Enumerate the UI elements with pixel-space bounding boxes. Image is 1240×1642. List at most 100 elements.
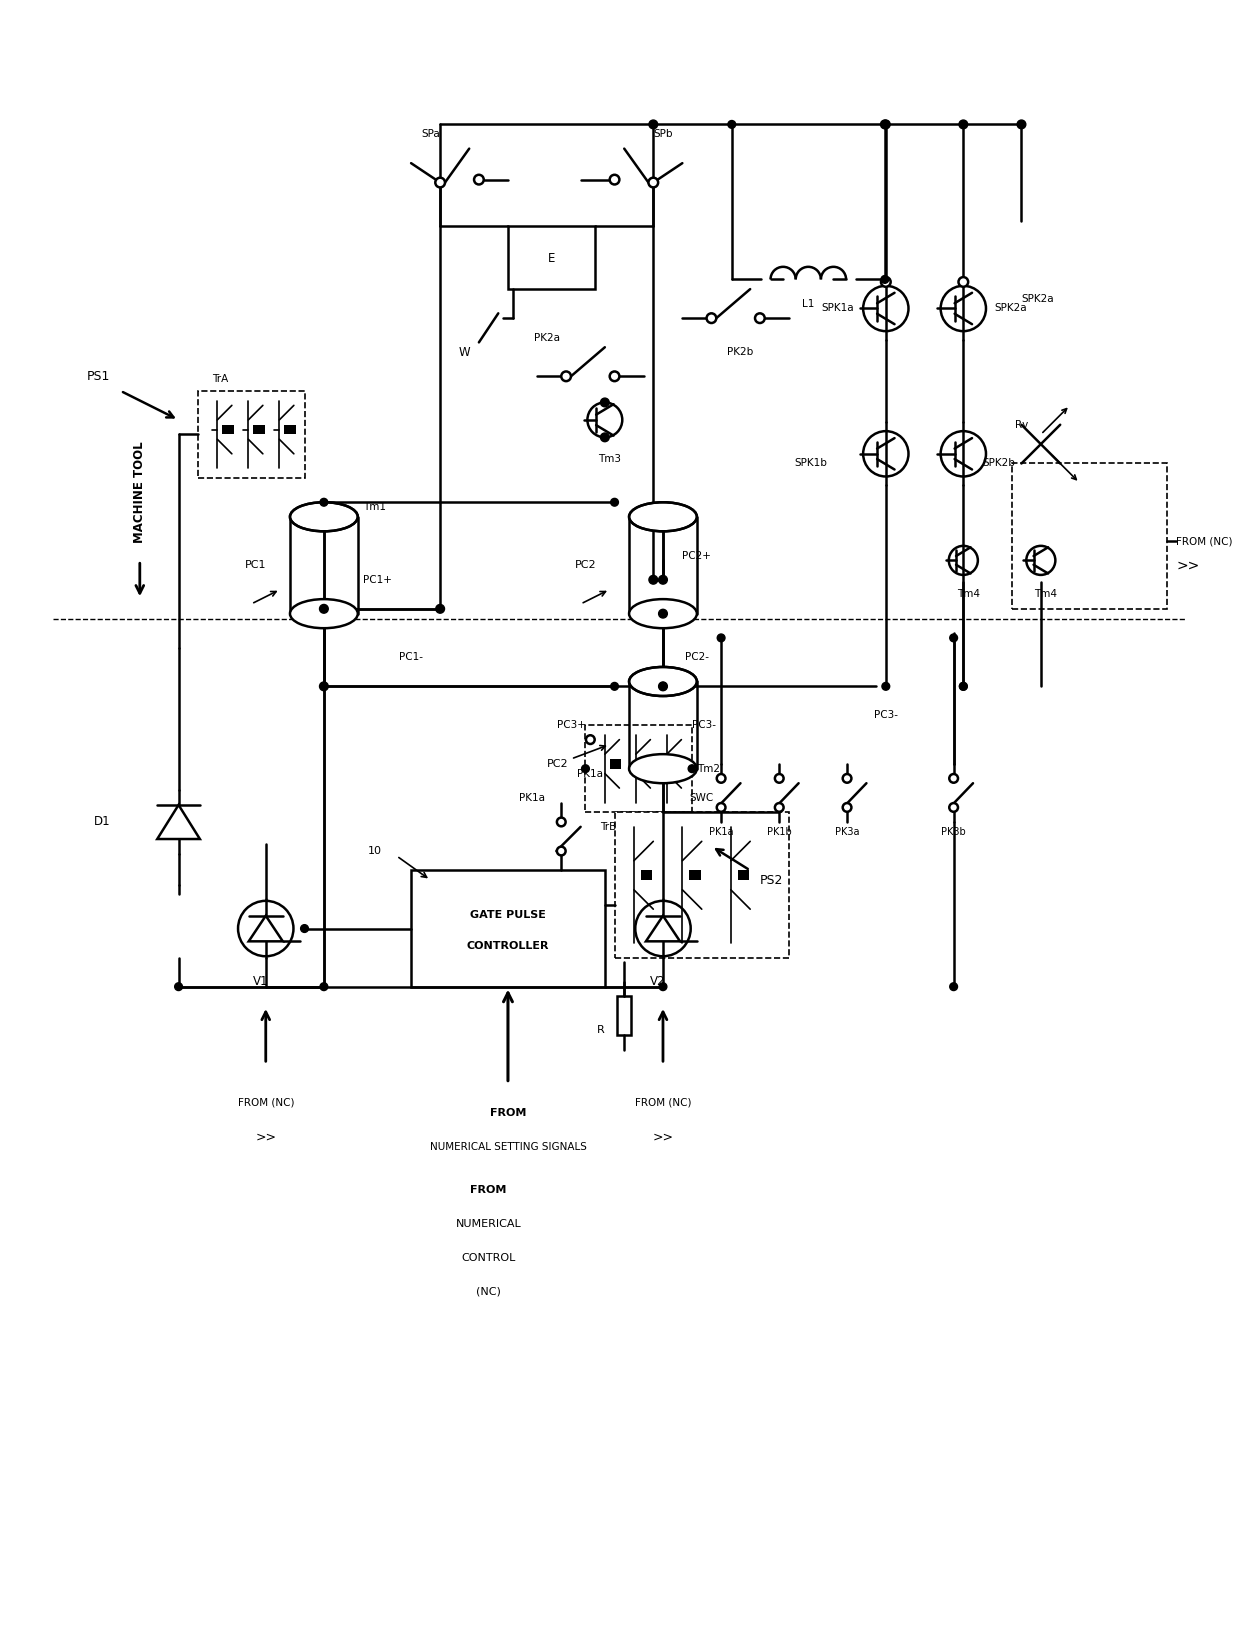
Text: W: W (459, 345, 470, 358)
Text: >>: >> (1177, 558, 1200, 571)
Bar (738, 870, 749, 880)
Bar (284, 425, 296, 435)
Text: SPa: SPa (422, 130, 440, 140)
Circle shape (717, 634, 725, 642)
Circle shape (882, 683, 889, 690)
Ellipse shape (629, 667, 697, 696)
Ellipse shape (290, 599, 358, 629)
Polygon shape (646, 916, 680, 941)
Circle shape (717, 803, 725, 811)
Circle shape (707, 314, 717, 323)
Text: PK1a: PK1a (709, 826, 733, 837)
Text: TrB: TrB (600, 821, 616, 832)
Circle shape (557, 847, 565, 855)
Text: Tm2: Tm2 (697, 764, 720, 773)
Text: GATE PULSE: GATE PULSE (470, 910, 546, 920)
Polygon shape (157, 805, 200, 839)
Circle shape (557, 818, 565, 826)
Circle shape (320, 681, 329, 691)
Text: E: E (548, 251, 556, 264)
Bar (1012, 463, 1167, 609)
Circle shape (950, 803, 959, 811)
Circle shape (610, 683, 619, 690)
Circle shape (959, 277, 968, 287)
Text: PK2b: PK2b (728, 346, 754, 356)
Circle shape (950, 984, 957, 990)
Text: L1: L1 (802, 299, 815, 309)
Bar (672, 759, 683, 768)
Circle shape (610, 499, 619, 506)
Text: FROM (NC): FROM (NC) (238, 1098, 294, 1108)
Ellipse shape (629, 502, 697, 532)
Circle shape (658, 609, 667, 617)
Circle shape (882, 120, 890, 128)
Circle shape (688, 765, 696, 772)
Circle shape (610, 371, 620, 381)
Circle shape (474, 174, 484, 184)
Bar (412, 870, 605, 987)
Circle shape (610, 174, 620, 184)
Circle shape (950, 634, 957, 642)
Circle shape (843, 803, 852, 811)
Circle shape (649, 575, 657, 585)
Text: PK2a: PK2a (533, 333, 559, 343)
Text: FROM (NC): FROM (NC) (1177, 535, 1233, 547)
Circle shape (600, 397, 609, 407)
Circle shape (660, 683, 667, 690)
Text: Tm4: Tm4 (957, 589, 980, 599)
Bar (615, 813, 789, 957)
Text: PK1a: PK1a (520, 793, 546, 803)
Circle shape (880, 120, 889, 128)
Ellipse shape (290, 502, 358, 532)
Circle shape (775, 773, 784, 783)
Circle shape (1017, 120, 1025, 128)
Circle shape (775, 803, 784, 811)
Text: V2: V2 (651, 975, 666, 988)
Ellipse shape (629, 502, 697, 532)
Text: SPK2a: SPK2a (1022, 294, 1054, 304)
Ellipse shape (629, 599, 697, 629)
Text: PC3+: PC3+ (557, 721, 585, 731)
Circle shape (320, 499, 327, 506)
Bar (641, 870, 652, 880)
Text: 10: 10 (368, 846, 382, 855)
Bar (508, 227, 595, 289)
Text: PS1: PS1 (87, 369, 110, 383)
Circle shape (320, 984, 327, 990)
Text: D1: D1 (94, 816, 110, 829)
Text: R: R (598, 1025, 605, 1034)
Circle shape (960, 683, 967, 690)
Circle shape (649, 177, 658, 187)
Circle shape (300, 924, 309, 933)
Text: CONTROL: CONTROL (461, 1253, 516, 1263)
Circle shape (843, 773, 852, 783)
Bar (585, 726, 692, 813)
Text: PC3-: PC3- (692, 721, 715, 731)
Text: NUMERICAL SETTING SIGNALS: NUMERICAL SETTING SIGNALS (429, 1141, 587, 1151)
Text: Rv: Rv (1014, 420, 1028, 430)
Text: PC2+: PC2+ (682, 550, 712, 560)
Text: PK1a: PK1a (578, 768, 604, 778)
Circle shape (717, 773, 725, 783)
Text: FROM: FROM (470, 1186, 507, 1195)
Text: MACHINE TOOL: MACHINE TOOL (134, 442, 146, 544)
Text: PC2: PC2 (547, 759, 568, 768)
Text: PS2: PS2 (760, 874, 784, 887)
Circle shape (435, 604, 444, 612)
Circle shape (658, 575, 667, 585)
Text: NUMERICAL: NUMERICAL (456, 1218, 522, 1230)
Circle shape (649, 120, 657, 128)
Text: PC1+: PC1+ (363, 575, 392, 585)
Text: SPK2a: SPK2a (994, 304, 1027, 314)
Circle shape (880, 277, 890, 287)
Text: Tm1: Tm1 (362, 502, 386, 512)
Circle shape (175, 984, 182, 990)
Text: SWC: SWC (689, 793, 714, 803)
Bar (198, 391, 305, 478)
Text: CONTROLLER: CONTROLLER (466, 941, 549, 951)
Text: TrA: TrA (212, 374, 228, 384)
Circle shape (950, 773, 959, 783)
Text: PC1: PC1 (246, 560, 267, 570)
Text: SPK1b: SPK1b (795, 458, 827, 468)
Text: SPK2b: SPK2b (982, 458, 1016, 468)
